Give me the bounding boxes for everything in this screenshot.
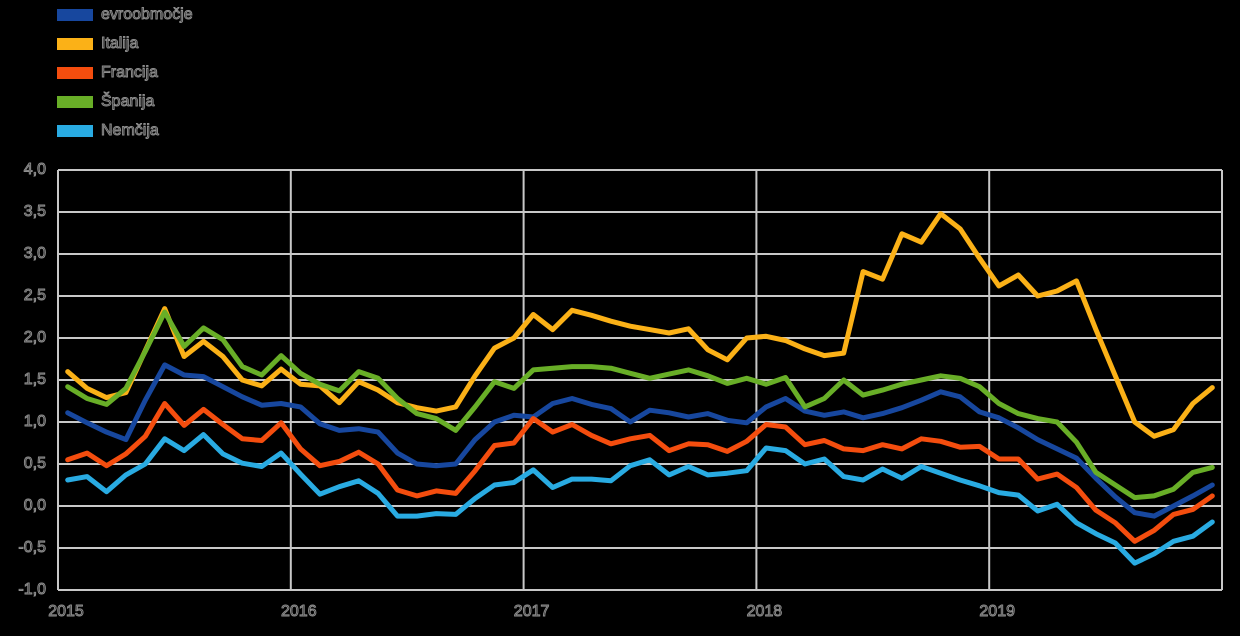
legend-swatch-3	[57, 66, 93, 79]
y-axis-tick-label: -1,0	[18, 581, 46, 599]
series-line-francija	[65, 401, 1215, 544]
x-axis-tick-label: 2016	[281, 603, 317, 621]
series-line-nemčija	[65, 432, 1215, 566]
y-axis-tick-label: 3,5	[23, 203, 46, 221]
legend-label: Francija	[101, 64, 159, 81]
x-axis-tick-label: 2015	[48, 603, 84, 621]
legend-label: Italija	[101, 35, 139, 52]
y-axis-tick-label: 1,0	[23, 413, 46, 431]
legend-label: Nemčija	[101, 122, 160, 139]
x-axis-tick-label: 2018	[746, 603, 783, 621]
y-axis-tick-label: -0,5	[18, 539, 46, 557]
series-line-evroobmočje	[65, 362, 1215, 519]
legend-swatch-2	[57, 37, 93, 50]
legend-label: Španija	[101, 93, 155, 110]
legend-item: Italija	[57, 35, 193, 52]
legend-swatch-5	[57, 124, 93, 137]
legend-item: Nemčija	[57, 122, 193, 139]
legend-item: evroobmočje	[57, 6, 194, 23]
series-line-italija	[65, 211, 1215, 439]
y-axis-tick-label: 4,0	[23, 161, 46, 179]
legend-item: Francija	[57, 64, 193, 81]
y-axis-tick-label: 1,5	[23, 371, 46, 389]
x-axis-tick-label: 2017	[513, 603, 550, 621]
y-axis-tick-label: 0,5	[23, 455, 46, 473]
y-axis-tick-label: 2,5	[23, 287, 46, 305]
y-axis-tick-label: 0,0	[23, 497, 46, 515]
series-line-španija	[65, 309, 1215, 501]
legend-item: Španija	[57, 93, 193, 110]
y-axis-tick-label: 2,0	[23, 329, 46, 347]
legend: evroobmočje Italija Francija Španija Nemčija	[57, 6, 194, 139]
x-axis-tick-label: 2019	[979, 603, 1015, 621]
y-axis-tick-label: 3,0	[23, 245, 46, 263]
legend-label: evroobmočje	[101, 6, 194, 23]
legend-swatch-4	[57, 95, 93, 108]
legend-swatch-1	[57, 8, 93, 21]
